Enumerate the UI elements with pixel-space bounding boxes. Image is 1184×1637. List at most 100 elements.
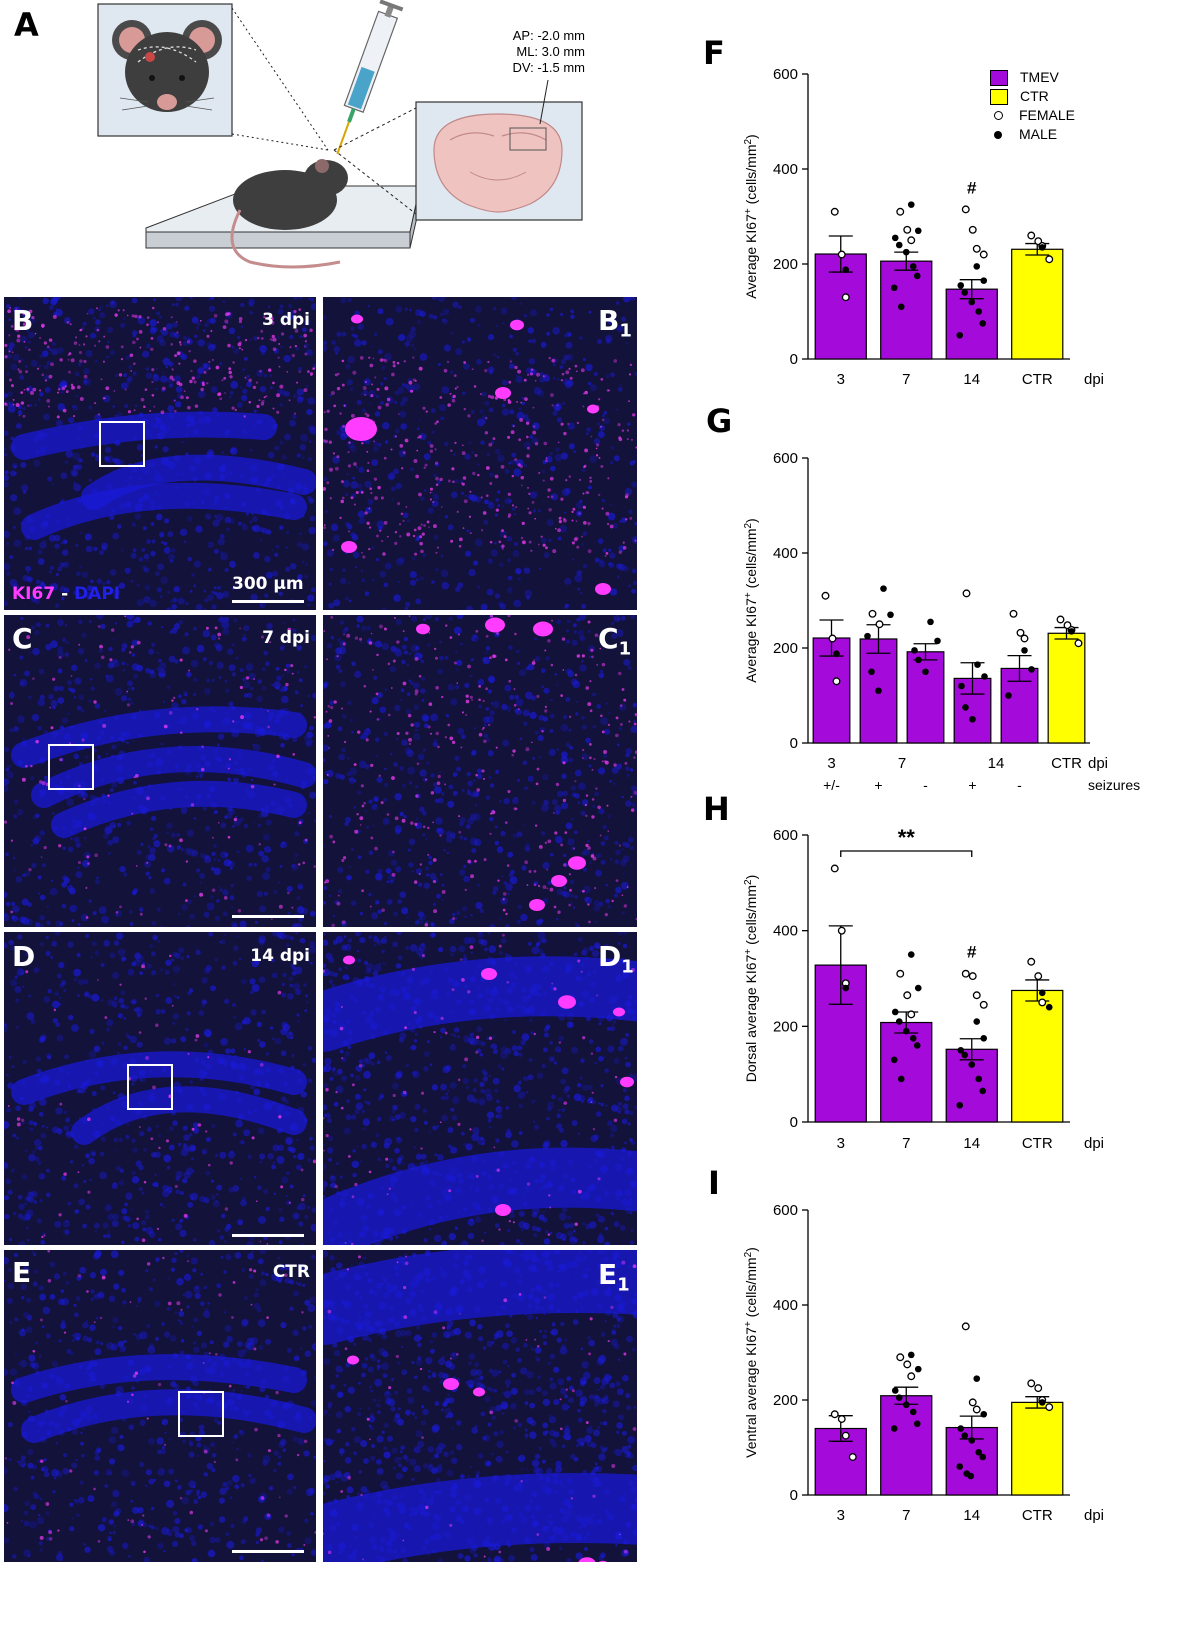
- bar: [880, 1021, 933, 1123]
- data-point-male: [887, 611, 894, 619]
- data-point-male: [980, 277, 988, 284]
- data-point-male: [981, 673, 988, 680]
- stain-separator: -: [55, 584, 75, 604]
- data-point-male: [968, 1437, 976, 1444]
- data-point-male: [1028, 666, 1035, 673]
- coord-ml: ML: 3.0 mm: [516, 44, 585, 59]
- data-point-female: [830, 207, 839, 216]
- bar: [906, 651, 945, 744]
- data-point-male: [902, 1401, 910, 1409]
- x-tick-label: 14: [988, 755, 1005, 772]
- data-point-female: [979, 1000, 988, 1009]
- bar: [880, 260, 933, 360]
- mouse-body-icon: [230, 159, 348, 269]
- data-point-female: [841, 1431, 850, 1440]
- panel-letter-e: E: [12, 1256, 32, 1289]
- data-point-male: [961, 1432, 969, 1439]
- data-point-female: [968, 225, 977, 234]
- mouse-head-icon: [112, 20, 222, 112]
- data-point-male: [911, 647, 918, 654]
- y-tick-label: 200: [773, 1392, 798, 1409]
- y-tick-label: 400: [773, 923, 798, 940]
- x-tick-label: 3: [827, 755, 835, 772]
- y-tick-label: 400: [773, 545, 798, 562]
- x-tick-label: 7: [902, 371, 910, 388]
- data-point-female: [968, 972, 977, 981]
- data-point-male: [979, 320, 987, 327]
- legend-item-male: MALE: [990, 125, 1075, 144]
- data-point-male: [864, 632, 871, 640]
- data-point-male: [1068, 628, 1075, 635]
- micrograph-b1: [323, 297, 637, 610]
- legend-item-female: FEMALE: [990, 106, 1075, 125]
- y-tick-label: 0: [790, 1487, 798, 1504]
- data-point-female: [979, 250, 988, 259]
- data-point-female: [1034, 972, 1043, 981]
- surgery-schematic: [97, 0, 583, 269]
- data-point-male: [909, 263, 917, 270]
- open-dot-icon: [994, 111, 1003, 120]
- x-axis-label: dpi: [1084, 371, 1104, 388]
- data-point-male: [973, 263, 981, 270]
- y-tick-label: 600: [773, 827, 798, 844]
- data-point-female: [907, 1010, 916, 1019]
- data-point-female: [903, 991, 912, 1000]
- bar: [1047, 632, 1086, 744]
- panel-letter-c1: C1: [598, 622, 632, 660]
- y-tick-label: 600: [773, 450, 798, 467]
- data-point-female: [828, 634, 837, 643]
- data-point-male: [974, 661, 981, 668]
- stain-ki67: KI67: [12, 584, 56, 604]
- data-point-male: [973, 1375, 981, 1382]
- y-tick-label: 200: [773, 256, 798, 273]
- y-tick-label: 0: [790, 351, 798, 368]
- data-point-male: [969, 715, 976, 723]
- x-tick-label: 14: [963, 1507, 980, 1524]
- data-point-male: [957, 1046, 965, 1054]
- data-point-male: [891, 1387, 899, 1394]
- x-tick-label: CTR: [1022, 371, 1053, 388]
- y-tick-label: 200: [773, 640, 798, 657]
- data-point-female: [972, 1405, 981, 1414]
- data-point-male: [975, 1075, 983, 1083]
- seizure-label: -: [1017, 777, 1022, 793]
- x-tick-label: 3: [837, 1135, 845, 1152]
- data-point-female: [1027, 957, 1036, 966]
- data-point-male: [1021, 647, 1028, 654]
- data-point-male: [902, 1027, 910, 1035]
- significance-bracket: [840, 850, 973, 857]
- significance-stars: **: [898, 825, 916, 850]
- data-point-male: [895, 241, 903, 249]
- data-point-female: [1038, 998, 1047, 1007]
- data-point-female: [1016, 628, 1025, 637]
- data-point-male: [907, 951, 915, 958]
- panel-letter-c: C: [12, 622, 33, 655]
- data-point-female: [1020, 634, 1029, 643]
- data-point-male: [875, 687, 882, 695]
- x-tick-label: CTR: [1051, 755, 1082, 772]
- y-axis-label: Average KI67+ (cells/mm2): [743, 518, 760, 682]
- data-point-male: [958, 682, 965, 690]
- data-point-female: [837, 250, 846, 259]
- coord-dv: DV: -1.5 mm: [512, 60, 585, 75]
- data-point-female: [830, 1410, 839, 1419]
- micrograph-c1: [323, 615, 637, 927]
- y-axis-label: Average KI67+ (cells/mm2): [743, 134, 760, 298]
- panel-letter-d1: D1: [598, 940, 634, 978]
- y-tick-label: 0: [790, 735, 798, 752]
- data-point-female: [1034, 1384, 1043, 1393]
- bar: [1011, 1401, 1064, 1496]
- data-point-male: [909, 1034, 917, 1042]
- bar: [1011, 248, 1064, 360]
- chart-f: 0 200 400 600 Average KI67+ (cells/mm2) dpi 3 7…: [743, 66, 1105, 388]
- data-point-male: [913, 1420, 921, 1428]
- x-tick-label: 3: [837, 371, 845, 388]
- data-point-male: [957, 282, 965, 289]
- data-point-female: [972, 991, 981, 1000]
- data-point-female: [972, 244, 981, 253]
- data-point-male: [868, 668, 875, 676]
- data-point-male: [909, 1408, 917, 1416]
- data-point-male: [968, 298, 976, 306]
- data-point-male: [1045, 1003, 1053, 1011]
- data-point-male: [891, 1008, 899, 1016]
